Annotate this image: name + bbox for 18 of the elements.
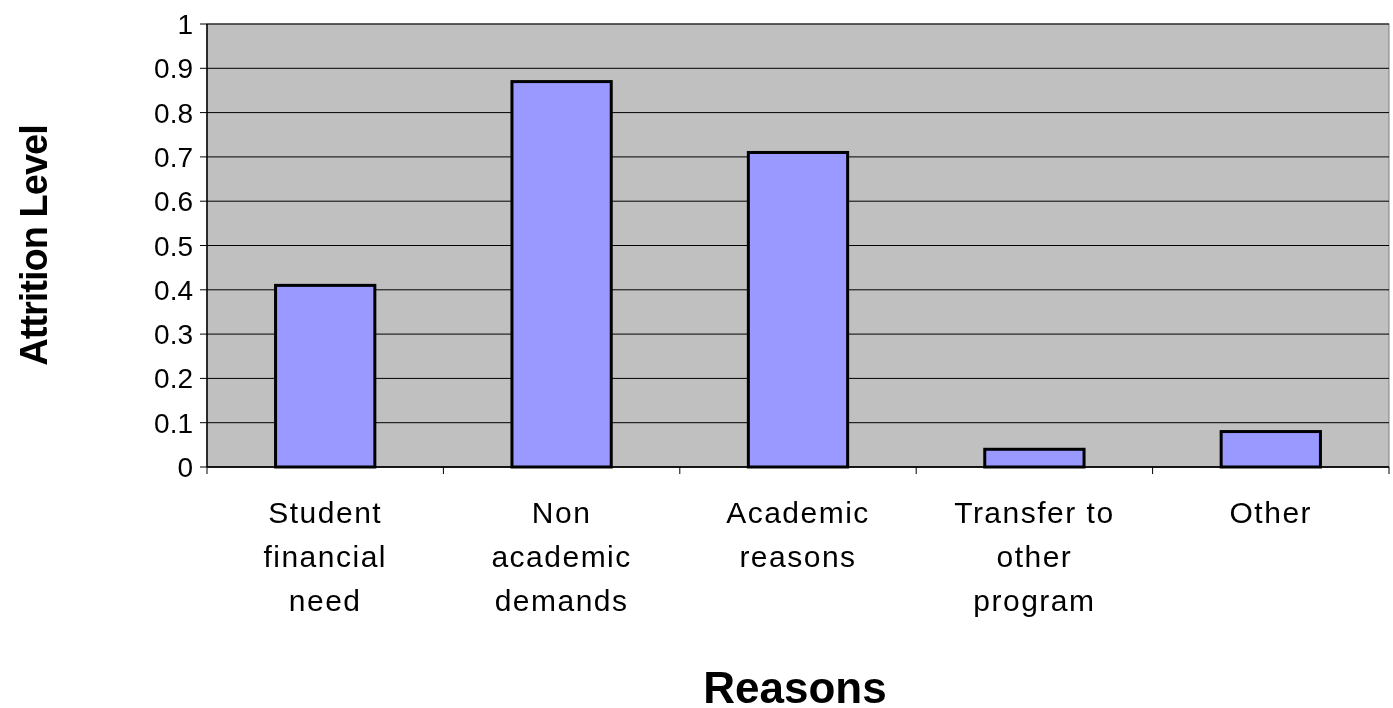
x-tick-label: Other — [1229, 496, 1313, 529]
y-tick-label: 0.8 — [154, 97, 193, 129]
y-axis-title: Attrition Level — [13, 125, 55, 366]
y-tick-label: 0.9 — [154, 53, 193, 85]
y-tick-label: 0.5 — [154, 230, 193, 262]
y-tick-label: 0.4 — [154, 274, 193, 306]
y-tick-label: 0 — [177, 452, 193, 484]
x-tick-label: Transfer to other program — [954, 496, 1115, 617]
x-tick-label: Student financial need — [263, 496, 387, 617]
y-tick-label: 0.2 — [154, 363, 193, 395]
y-tick-label: 0.1 — [154, 407, 193, 439]
y-tick-label: 1 — [177, 9, 193, 41]
x-axis-title: Reasons — [703, 663, 887, 708]
x-tick-label: Non academic demands — [491, 496, 632, 617]
y-tick-label: 0.6 — [154, 186, 193, 218]
y-tick-label: 0.3 — [154, 319, 193, 351]
x-tick-label: Academic reasons — [726, 496, 870, 573]
y-tick-label: 0.7 — [154, 141, 193, 173]
